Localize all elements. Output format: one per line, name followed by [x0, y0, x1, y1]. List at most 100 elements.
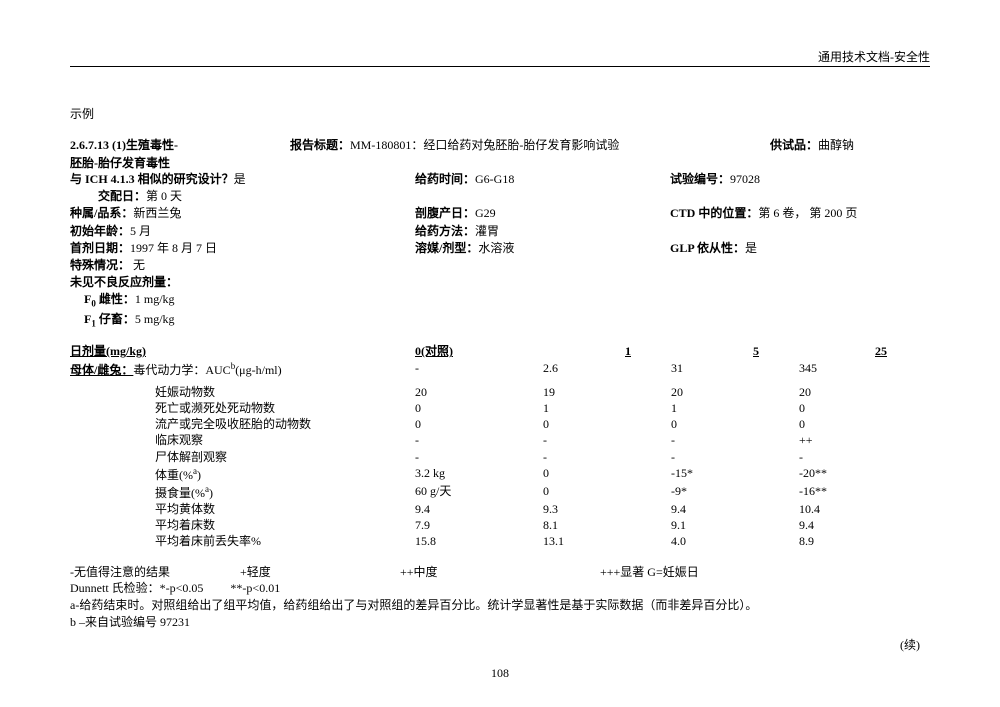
cell: ++: [799, 432, 927, 448]
row-label: 尸体解剖观察: [70, 449, 415, 465]
table-row: 流产或完全吸收胚胎的动物数0000: [70, 416, 930, 432]
glp-value: 是: [745, 241, 757, 255]
cell: -16**: [799, 483, 927, 501]
dose-2: 5: [753, 344, 759, 358]
cell: 0: [543, 483, 671, 501]
csection-label: 剖腹产日：: [415, 206, 475, 220]
route-label: 给药方法：: [415, 224, 475, 238]
special-value: 无: [130, 258, 145, 272]
cell: 8.9: [799, 533, 927, 549]
cell: -9*: [671, 483, 799, 501]
example-label: 示例: [70, 105, 930, 122]
study-no-label: 试验编号：: [670, 172, 730, 186]
firstdose-label: 首剂日期：: [70, 241, 130, 255]
route-value: 灌胃: [475, 224, 499, 238]
legend-d: +++显著 G=妊娠日: [600, 564, 699, 581]
cell: 0: [799, 400, 927, 416]
meta-row-3: 初始年龄：5 月 给药方法：灌胃: [70, 223, 930, 239]
cell: 0: [415, 416, 543, 432]
age-value: 5 月: [130, 224, 151, 238]
f0-sex: 雌性：: [96, 292, 135, 306]
mating-label: 交配日：: [98, 189, 146, 203]
cell: -20**: [799, 465, 927, 483]
tk-unit: (μg-h/ml): [235, 363, 281, 377]
table-row: 尸体解剖观察----: [70, 449, 930, 465]
cell: 7.9: [415, 517, 543, 533]
dosing-time-value: G6-G18: [475, 172, 514, 186]
dose-header-row: 日剂量(mg/kg) 0(对照) 1 5 25: [70, 343, 930, 359]
species-label: 种属/品系：: [70, 206, 133, 220]
ich-question: 与 ICH 4.1.3 相似的研究设计？: [70, 172, 234, 186]
row-label: 平均黄体数: [70, 501, 415, 517]
cell: 0: [543, 465, 671, 483]
cell: 20: [799, 384, 927, 400]
cell: 3.2 kg: [415, 465, 543, 483]
cell: 0: [415, 400, 543, 416]
report-title: 报告标题：MM-180801：经口给药对兔胚胎-胎仔发育影响试验: [290, 136, 770, 153]
ich-answer: 是: [234, 172, 246, 186]
row-label: 平均着床前丢失率%: [70, 533, 415, 549]
cell: 1: [671, 400, 799, 416]
f1-val: 5 mg/kg: [135, 312, 175, 326]
cell: 1: [543, 400, 671, 416]
dose-label: 日剂量(mg/kg): [70, 344, 146, 358]
cell: -: [415, 449, 543, 465]
meta-row-2: 种属/品系：新西兰兔 剖腹产日：G29 CTD 中的位置：第 6 卷， 第 20…: [70, 205, 930, 221]
noel-label: 未见不良反应剂量：: [70, 274, 930, 290]
table-row: 平均着床前丢失率%15.813.14.08.9: [70, 533, 930, 549]
cell: 10.4: [799, 501, 927, 517]
footnote-a: a-给药结束时。对照组给出了组平均值，给药组给出了与对照组的差异百分比。统计学显…: [70, 597, 930, 614]
table-row: 摄食量(%a)60 g/天0-9*-16**: [70, 483, 930, 501]
dose-0: 0(对照): [415, 344, 453, 358]
cell: 9.1: [671, 517, 799, 533]
meta-row-mating: 交配日：第 0 天: [70, 188, 930, 204]
tk-v2: 31: [671, 360, 799, 378]
noel-f0: F0 雌性：1 mg/kg: [70, 291, 930, 310]
tk-v3: 345: [799, 360, 927, 378]
cell: 20: [415, 384, 543, 400]
tk-v0: -: [415, 360, 543, 378]
ctd-value: 第 6 卷， 第 200 页: [758, 206, 857, 220]
section-subtitle: 胚胎-胎仔发育毒性: [70, 154, 930, 171]
age-label: 初始年龄：: [70, 224, 130, 238]
row-label: 平均着床数: [70, 517, 415, 533]
footnote-b: b –来自试验编号 97231: [70, 614, 930, 631]
cell: 20: [671, 384, 799, 400]
data-table: 日剂量(mg/kg) 0(对照) 1 5 25 母体/雌兔：毒代动力学：AUCb…: [70, 343, 930, 549]
page-number: 108: [0, 666, 1000, 681]
legend-row: -无值得注意的结果 +轻度 ++中度 +++显著 G=妊娠日: [70, 564, 930, 581]
legend-a: -无值得注意的结果: [70, 564, 240, 581]
cell: 15.8: [415, 533, 543, 549]
table-row: 平均着床数7.98.19.19.4: [70, 517, 930, 533]
cell: 60 g/天: [415, 483, 543, 501]
section-title-row: 2.6.7.13 (1)生殖毒性- 报告标题：MM-180801：经口给药对兔胚…: [70, 136, 930, 153]
meta-row-4: 首剂日期：1997 年 8 月 7 日 溶媒/剂型：水溶液 GLP 依从性：是: [70, 240, 930, 256]
table-row: 临床观察---++: [70, 432, 930, 448]
noel-f1: F1 仔畜：5 mg/kg: [70, 311, 930, 330]
cell: 19: [543, 384, 671, 400]
vehicle-label: 溶媒/剂型：: [415, 241, 478, 255]
firstdose-value: 1997 年 8 月 7 日: [130, 241, 217, 255]
legend-c: ++中度: [400, 564, 600, 581]
table-row: 死亡或濒死处死动物数0110: [70, 400, 930, 416]
tk-v1: 2.6: [543, 360, 671, 378]
csection-value: G29: [475, 206, 496, 220]
row-label: 体重(%a): [70, 465, 415, 483]
dose-3: 25: [875, 344, 887, 358]
cell: 9.3: [543, 501, 671, 517]
study-no-value: 97028: [730, 172, 760, 186]
species-value: 新西兰兔: [133, 206, 181, 220]
header-rule: [70, 66, 930, 67]
mating-value: 第 0 天: [146, 189, 182, 203]
vehicle-value: 水溶液: [478, 241, 514, 255]
cell: 0: [671, 416, 799, 432]
row-label: 流产或完全吸收胚胎的动物数: [70, 416, 415, 432]
footnotes: -无值得注意的结果 +轻度 ++中度 +++显著 G=妊娠日 Dunnett 氏…: [70, 564, 930, 654]
legend-b: +轻度: [240, 564, 400, 581]
doc-header: 通用技术文档-安全性: [818, 48, 930, 65]
maternal-label: 母体/雌兔：: [70, 363, 133, 377]
cell: 4.0: [671, 533, 799, 549]
ctd-label: CTD 中的位置：: [670, 206, 758, 220]
row-label: 摄食量(%a): [70, 483, 415, 501]
f1-sex: 仔畜：: [96, 312, 135, 326]
